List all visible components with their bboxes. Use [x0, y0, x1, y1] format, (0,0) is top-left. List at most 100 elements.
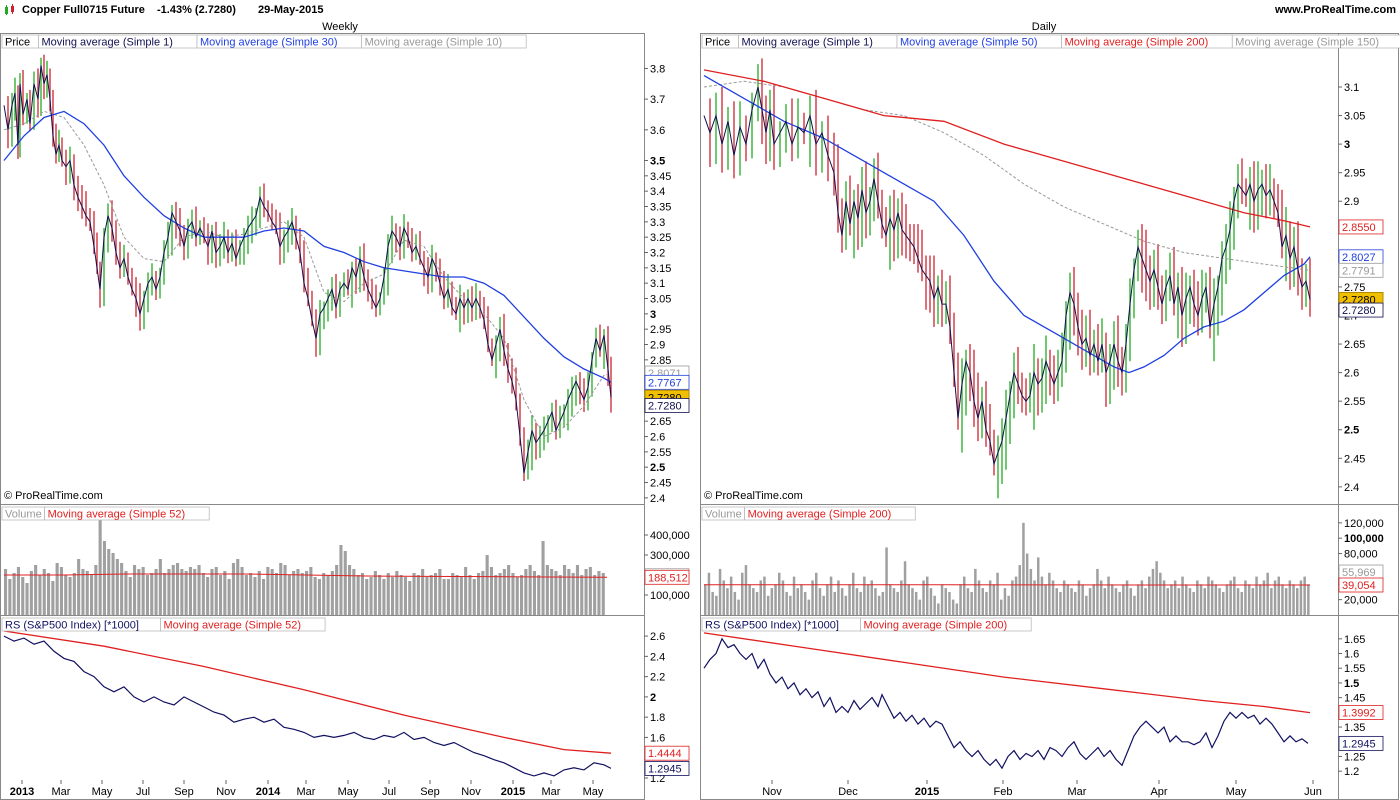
daily-volume-volume-bar: [937, 603, 940, 615]
weekly-volume-volume-bar: [133, 565, 137, 615]
weekly-volume-volume-bar: [434, 573, 438, 615]
weekly-price-ma-blue-line: [3, 110, 612, 383]
weekly-price-tick-label: 2.4: [650, 493, 665, 505]
weekly-price-tick-label: 3.15: [650, 263, 671, 275]
daily-price-last-value-box: [1338, 302, 1384, 318]
daily-volume-volume-bar: [744, 565, 748, 615]
daily-volume-volume-bar: [1185, 584, 1188, 615]
daily-volume-volume-bar: [800, 584, 803, 615]
daily-volume-volume-bar: [1207, 576, 1210, 615]
weekly-volume-volume-bar: [107, 549, 111, 615]
weekly-volume-volume-bar: [317, 579, 321, 615]
daily-rs-rs-line: [703, 637, 1309, 770]
daily-x-label: 2015: [915, 786, 939, 798]
weekly-volume-volume-bar: [283, 565, 287, 615]
daily-volume-volume-bar: [1170, 584, 1173, 615]
weekly-volume-volume-bar: [580, 575, 584, 615]
weekly-volume-volume-bar: [124, 571, 128, 615]
weekly-volume-tick-label: 300,000: [650, 550, 690, 562]
weekly-x-label: 2015: [501, 786, 525, 798]
weekly-volume-volume-bar: [485, 555, 489, 615]
daily-volume-volume-bar: [829, 576, 833, 615]
weekly-volume-volume-bar: [575, 565, 579, 615]
daily-volume-volume-bar: [1307, 584, 1310, 615]
daily-volume-volume-bar: [1014, 576, 1018, 615]
daily-volume-volume-bar: [1166, 588, 1169, 615]
daily-volume-volume-bar: [855, 588, 859, 615]
daily-volume-volume-bar: [741, 572, 744, 615]
weekly-volume-volume-bar: [330, 571, 334, 615]
daily-price-tick-label: 2.9: [1344, 196, 1359, 208]
daily-volume-volume-bar: [770, 588, 774, 615]
daily-rs-legend-item: Moving average (Simple 200): [864, 620, 1008, 632]
daily-volume-volume-bar: [1281, 584, 1284, 615]
daily-x-label: Mar: [1068, 786, 1087, 798]
chart-header: Copper Full0715 Future -1.43% (2.7280) 2…: [0, 0, 1400, 20]
daily-price-tick-label: 2.65: [1344, 339, 1365, 351]
weekly-volume-volume-bar: [416, 575, 420, 615]
weekly-volume-volume-bar: [94, 565, 98, 615]
weekly-volume-volume-bar: [584, 569, 588, 615]
daily-volume-volume-bar: [1244, 580, 1247, 615]
daily-volume-volume-bar: [1066, 584, 1070, 615]
weekly-volume-volume-bar: [193, 569, 197, 615]
weekly-volume-volume-bar: [520, 575, 524, 615]
daily-volume-volume-bar: [1303, 576, 1306, 615]
daily-volume-volume-bar: [1107, 576, 1110, 615]
daily-volume-volume-bar: [1155, 561, 1158, 615]
weekly-volume-volume-bar: [21, 577, 25, 615]
weekly-rs-tick-label: 2.6: [650, 631, 665, 643]
weekly-rs-legend-item: RS (S&P500 Index) [*1000]: [5, 620, 139, 632]
weekly-volume-volume-bar: [236, 559, 240, 615]
daily-volume-volume-bar: [833, 591, 836, 615]
daily-volume-volume-bar: [1162, 580, 1166, 615]
weekly-volume-volume-bar: [524, 569, 528, 615]
daily-volume-volume-bar: [951, 599, 955, 615]
daily-title: Daily: [1032, 21, 1057, 33]
daily-volume-volume-bar: [911, 588, 914, 615]
weekly-volume-volume-bar: [391, 577, 395, 615]
weekly-volume-tick-label: 100,000: [650, 590, 690, 602]
daily-volume-legend-item: Volume: [705, 509, 742, 521]
weekly-volume-volume-bar: [352, 569, 356, 615]
site-link[interactable]: www.ProRealTime.com: [1274, 4, 1396, 16]
daily-volume-volume-bar: [1000, 599, 1003, 615]
weekly-volume-volume-bar: [150, 573, 154, 615]
weekly-rs-tick-label: 2: [650, 692, 656, 704]
chart-area[interactable]: Weekly Daily 3.8 3.7 3.6 3.5 3.45 3.4 3.35 3.3 3.2…: [0, 20, 1400, 800]
weekly-volume-last-value-text: 188,512: [648, 572, 688, 584]
weekly-volume-volume-bar: [167, 569, 171, 615]
weekly-volume-volume-bar: [55, 563, 59, 615]
daily-price-last-value-box: [1338, 219, 1384, 235]
weekly-volume-volume-bar: [141, 567, 145, 615]
weekly-volume-volume-bar: [111, 553, 115, 615]
weekly-volume-volume-bar: [279, 563, 283, 615]
price-change: -1.43% (2.7280): [157, 4, 236, 16]
candlestick-logo-icon: [5, 4, 14, 15]
weekly-volume-volume-bar: [292, 571, 296, 615]
daily-volume-volume-bar: [1025, 553, 1029, 615]
weekly-volume-volume-bar: [567, 569, 571, 615]
daily-volume-volume-bar: [837, 580, 840, 615]
weekly-volume-volume-bar: [137, 569, 141, 615]
weekly-volume-volume-bar: [597, 571, 601, 615]
daily-volume-tick-label: 80,000: [1344, 549, 1378, 561]
weekly-volume-volume-bar: [601, 573, 605, 615]
daily-volume-volume-bar: [985, 591, 988, 615]
weekly-price-tick-label: 3.6: [650, 125, 665, 137]
weekly-price-legend-item: Price: [5, 37, 30, 49]
daily-volume-volume-bar: [1129, 588, 1132, 615]
weekly-volume-volume-bar: [515, 577, 519, 615]
daily-volume-volume-bar: [1122, 584, 1125, 615]
weekly-volume-volume-bar: [386, 573, 390, 615]
weekly-price-tick-label: 3.8: [650, 63, 665, 75]
weekly-volume-volume-bar: [257, 571, 261, 615]
weekly-volume-volume-bar: [305, 571, 309, 615]
daily-volume-volume-bar: [1210, 580, 1214, 615]
weekly-volume-volume-bar: [438, 569, 442, 615]
daily-rs-tick-label: 1.55: [1344, 663, 1365, 675]
daily-volume-legend-item: Moving average (Simple 200): [748, 509, 892, 521]
daily-volume-volume-bar: [822, 595, 825, 615]
daily-volume-volume-bar: [1296, 588, 1299, 615]
daily-volume-volume-bar: [792, 576, 796, 615]
